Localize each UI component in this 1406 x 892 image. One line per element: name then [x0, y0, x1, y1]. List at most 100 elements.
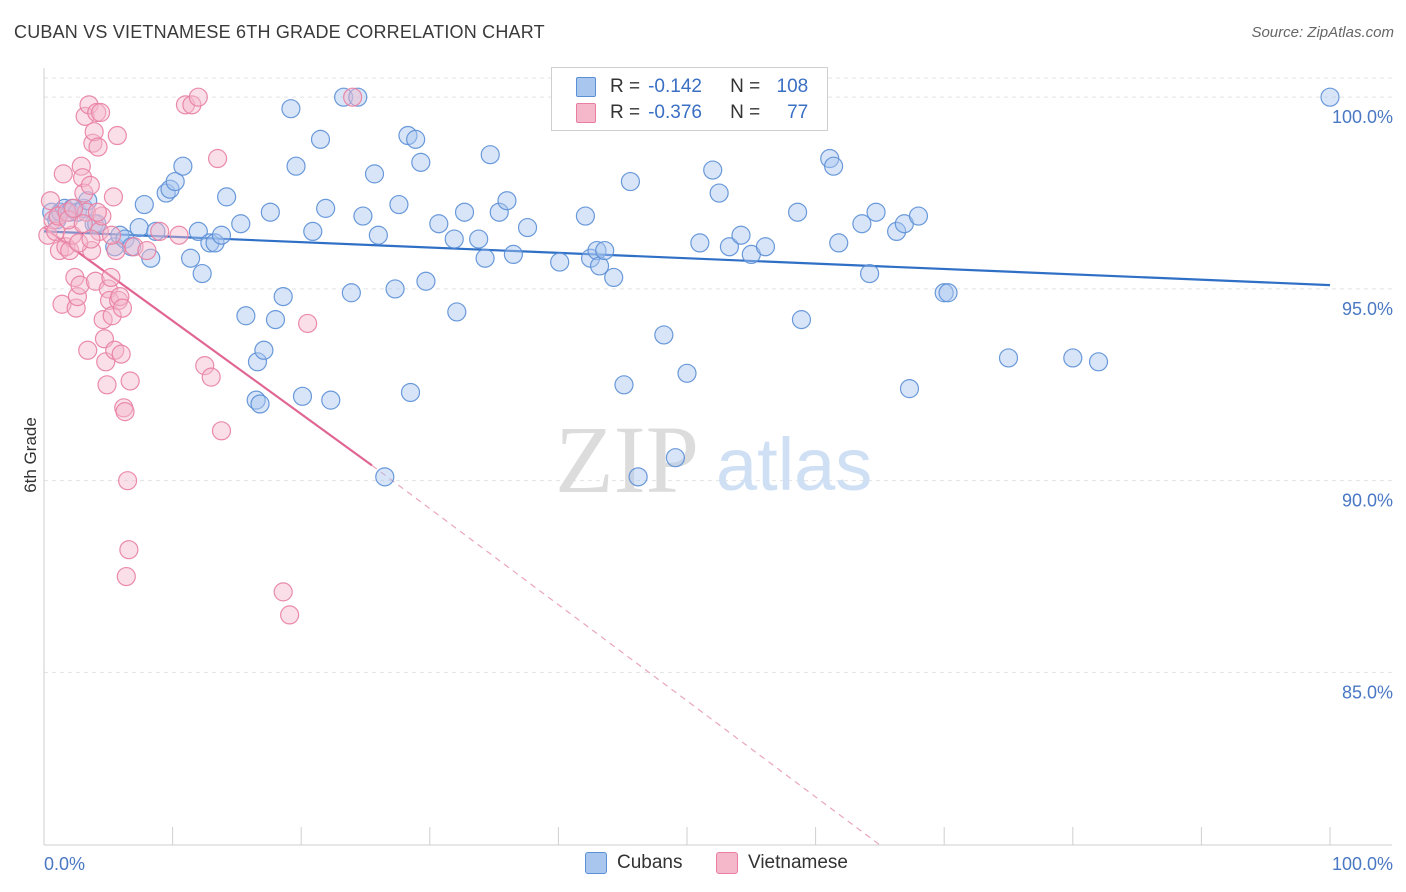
point-cubans: [292, 386, 313, 406]
series-swatch-vietnamese: [716, 852, 738, 874]
point-cubans: [860, 263, 880, 284]
point-cubans: [286, 156, 306, 176]
trend-lines: [43, 226, 1331, 846]
point-cubans: [217, 187, 237, 207]
point-vietnamese: [115, 402, 135, 422]
point-vietnamese: [56, 237, 76, 257]
point-vietnamese: [298, 313, 318, 334]
point-cubans: [231, 214, 251, 234]
point-cubans: [731, 225, 751, 245]
data-points: [38, 87, 1340, 625]
legend-row-vietnamese: R = -0.376 N = 77: [576, 101, 808, 125]
legend-n-label: N =: [730, 76, 761, 97]
point-cubans: [480, 145, 500, 165]
point-vietnamese: [107, 125, 127, 146]
point-cubans: [134, 194, 154, 215]
point-vietnamese: [208, 148, 228, 169]
legend-swatch-cubans: [576, 77, 596, 97]
source-label: Source: ZipAtlas.com: [1251, 24, 1394, 41]
point-cubans: [703, 160, 723, 180]
point-vietnamese: [273, 582, 293, 602]
point-cubans: [236, 306, 256, 326]
point-cubans: [411, 152, 431, 172]
point-vietnamese: [90, 102, 111, 123]
point-cubans: [852, 214, 872, 234]
point-vietnamese: [73, 214, 93, 234]
point-cubans: [192, 263, 212, 284]
point-cubans: [205, 233, 225, 253]
point-vietnamese: [280, 605, 300, 625]
point-cubans: [517, 217, 538, 238]
point-vietnamese: [84, 122, 104, 142]
y-tick-label: 90.0%: [1342, 491, 1393, 511]
point-cubans: [628, 467, 648, 487]
point-cubans: [887, 221, 907, 241]
point-vietnamese: [80, 175, 100, 195]
point-cubans: [389, 194, 409, 215]
point-cubans: [188, 221, 208, 241]
legend-n-value: 108: [776, 76, 809, 97]
point-cubans: [444, 229, 464, 249]
point-cubans: [348, 87, 368, 107]
legend-row-cubans: R = -0.142 N = 108: [576, 75, 808, 99]
series-legend-cubans: Cubans: [585, 852, 683, 874]
point-vietnamese: [137, 240, 157, 261]
legend-n-value: 77: [787, 102, 809, 123]
point-cubans: [273, 286, 293, 307]
point-cubans: [321, 390, 341, 410]
point-vietnamese: [67, 286, 88, 307]
point-cubans: [173, 156, 193, 176]
point-cubans: [110, 225, 130, 245]
point-vietnamese: [211, 421, 232, 441]
point-cubans: [620, 171, 641, 192]
point-vietnamese: [112, 298, 133, 318]
legend-n-label: N =: [730, 102, 761, 123]
point-vietnamese: [116, 566, 136, 587]
point-vietnamese: [110, 286, 130, 307]
point-cubans: [755, 237, 776, 257]
point-cubans: [447, 302, 467, 322]
legend-r-value: -0.376: [648, 102, 702, 123]
point-cubans: [677, 363, 697, 383]
x-tick-label: 100.0%: [1332, 854, 1393, 874]
point-cubans: [469, 229, 489, 249]
point-vietnamese: [75, 106, 95, 126]
point-vietnamese: [182, 95, 202, 115]
y-tick-label: 95.0%: [1342, 299, 1393, 319]
point-cubans: [353, 206, 373, 226]
point-vietnamese: [63, 198, 84, 218]
point-cubans: [719, 237, 740, 257]
point-vietnamese: [101, 225, 122, 245]
trend-line-extension-vietnamese: [371, 464, 881, 846]
series-swatch-cubans: [585, 852, 607, 874]
point-cubans: [385, 279, 405, 299]
point-cubans: [429, 214, 449, 234]
legend-r-label: R =: [610, 76, 641, 97]
point-cubans: [400, 382, 421, 403]
tick-labels: 100.0% 95.0% 90.0% 85.0% 0.0% 100.0%: [44, 107, 1393, 874]
point-vietnamese: [119, 540, 139, 560]
point-cubans: [211, 225, 232, 245]
point-vietnamese: [72, 168, 93, 188]
point-cubans: [709, 183, 729, 203]
point-cubans: [316, 198, 336, 218]
point-vietnamese: [150, 221, 170, 241]
point-cubans: [1088, 352, 1109, 372]
point-cubans: [364, 164, 385, 184]
point-cubans: [824, 156, 844, 176]
point-cubans: [260, 202, 280, 222]
point-cubans: [303, 221, 323, 241]
point-cubans: [654, 325, 674, 345]
point-cubans: [938, 283, 958, 303]
point-vietnamese: [124, 237, 144, 257]
point-vietnamese: [69, 233, 89, 253]
point-vietnamese: [58, 210, 79, 230]
point-cubans: [250, 394, 270, 414]
point-vietnamese: [53, 164, 73, 184]
x-tick-label: 0.0%: [44, 854, 85, 874]
point-vietnamese: [101, 267, 121, 288]
trend-line-cubans: [43, 230, 1331, 287]
point-vietnamese: [76, 202, 97, 222]
watermark: ZIP atlas: [555, 406, 872, 513]
